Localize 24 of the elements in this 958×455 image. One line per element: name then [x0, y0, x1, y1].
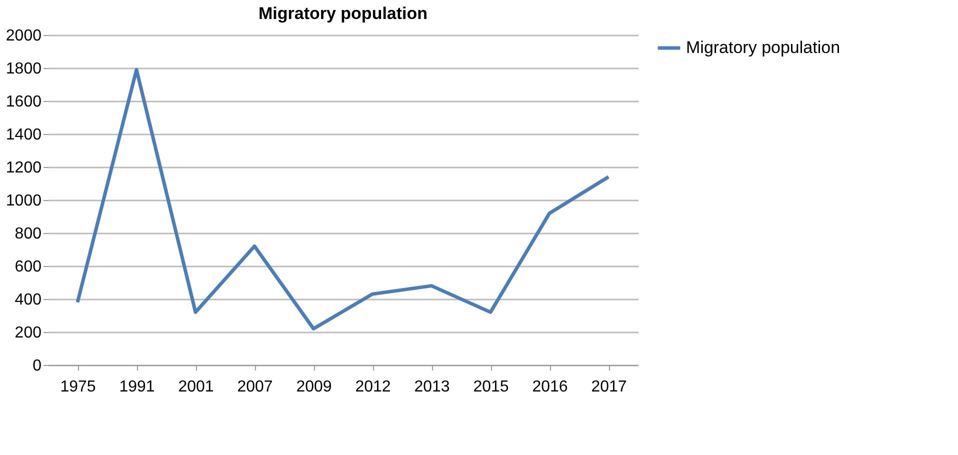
y-tick-label: 1600	[6, 94, 42, 110]
y-tick-label: 1800	[6, 60, 42, 78]
x-tick-label: 2013	[414, 378, 450, 396]
chart-title: Migratory population	[258, 4, 428, 23]
line-series	[76, 68, 610, 330]
y-tick-label: 1400	[6, 126, 42, 144]
x-tick-label: 2012	[355, 378, 391, 396]
legend-label: Migratory population	[686, 38, 840, 57]
x-tick-label: 2001	[178, 378, 214, 396]
y-tick-label: 800	[14, 226, 42, 242]
y-tick-label: 600	[14, 258, 42, 276]
x-tick-label: 2007	[237, 378, 273, 396]
y-tick-label: 0	[32, 358, 42, 374]
x-tick-label: 2017	[591, 378, 627, 396]
y-tick-label: 1200	[6, 160, 42, 176]
y-tick-label: 200	[14, 324, 42, 342]
y-tick-label: 2000	[6, 28, 42, 44]
x-tick-label: 2016	[532, 378, 568, 396]
x-tick-label: 1991	[119, 378, 155, 396]
x-tick-label: 2009	[296, 378, 332, 396]
x-tick-label: 1975	[60, 378, 96, 396]
x-tick-label: 2015	[473, 378, 509, 396]
y-tick-label: 1000	[6, 192, 42, 210]
y-tick-label: 400	[14, 292, 42, 308]
